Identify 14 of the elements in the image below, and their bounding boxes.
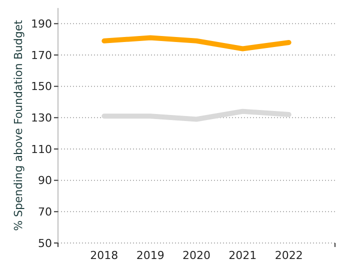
y-tick-label: 110 (31, 142, 52, 156)
y-tick-label: 170 (31, 48, 52, 62)
y-axis-title: % Spending above Foundation Budget (12, 19, 25, 231)
x-tick-label: 2020 (182, 249, 210, 262)
y-tick-label: 90 (38, 174, 52, 188)
y-tick-label: 150 (31, 80, 52, 94)
y-tick-label: 70 (38, 206, 52, 219)
y-tick-label: 50 (38, 236, 52, 250)
x-tick-label: 2018 (90, 249, 118, 262)
x-tick-label: 2019 (136, 249, 164, 262)
x-tick-label: 2021 (228, 249, 257, 262)
x-tick-label: 2022 (274, 249, 303, 262)
y-tick-label: 190 (31, 18, 52, 31)
y-tick-label: 130 (31, 112, 52, 125)
